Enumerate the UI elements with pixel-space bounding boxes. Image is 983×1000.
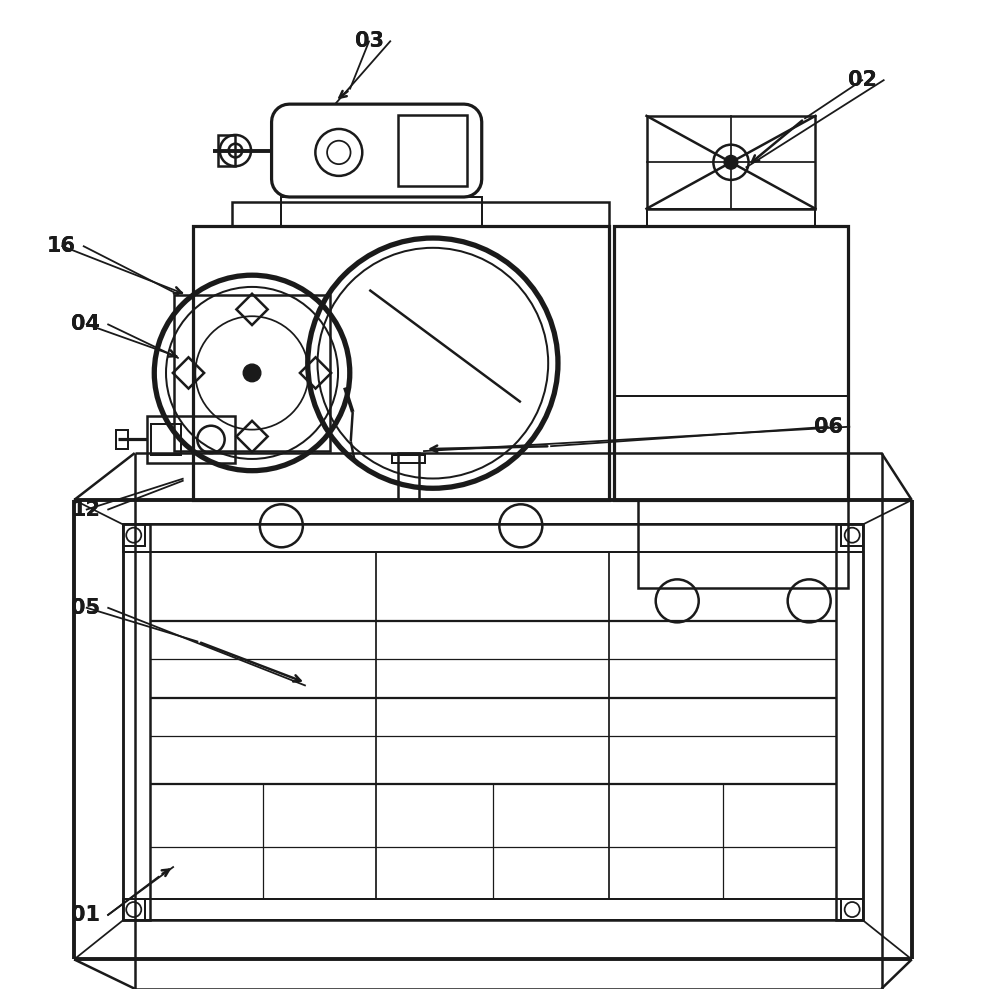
Bar: [281, 197, 482, 226]
Bar: [123, 899, 145, 920]
Text: 16: 16: [47, 236, 76, 256]
Bar: [116, 430, 128, 449]
Bar: [841, 524, 863, 546]
Text: 01: 01: [72, 905, 100, 925]
Text: 16: 16: [47, 236, 76, 256]
Bar: [123, 899, 863, 920]
Text: 12: 12: [72, 500, 100, 520]
Bar: [392, 455, 425, 463]
Text: 06: 06: [814, 417, 843, 437]
Bar: [836, 524, 863, 920]
Text: 04: 04: [72, 314, 100, 334]
Text: 02: 02: [848, 70, 878, 90]
Bar: [174, 295, 330, 451]
Bar: [638, 500, 848, 588]
Circle shape: [243, 364, 260, 382]
Bar: [647, 209, 816, 226]
Text: 01: 01: [72, 905, 100, 925]
Bar: [841, 899, 863, 920]
Bar: [123, 524, 863, 920]
Bar: [647, 116, 816, 209]
Bar: [218, 135, 235, 166]
Circle shape: [724, 155, 738, 169]
Text: 04: 04: [72, 314, 100, 334]
Bar: [123, 524, 150, 920]
Bar: [194, 226, 608, 500]
Text: 03: 03: [355, 31, 383, 51]
Text: 06: 06: [814, 417, 843, 437]
Bar: [123, 524, 863, 552]
Text: 03: 03: [355, 31, 383, 51]
Text: 02: 02: [848, 70, 878, 90]
Bar: [147, 416, 235, 463]
Text: 05: 05: [72, 598, 100, 618]
Bar: [398, 115, 467, 186]
Bar: [398, 453, 419, 500]
Bar: [151, 424, 181, 455]
Text: 05: 05: [72, 598, 100, 618]
Bar: [232, 202, 608, 226]
Bar: [123, 524, 145, 546]
Bar: [613, 226, 848, 500]
Text: 12: 12: [72, 500, 100, 520]
